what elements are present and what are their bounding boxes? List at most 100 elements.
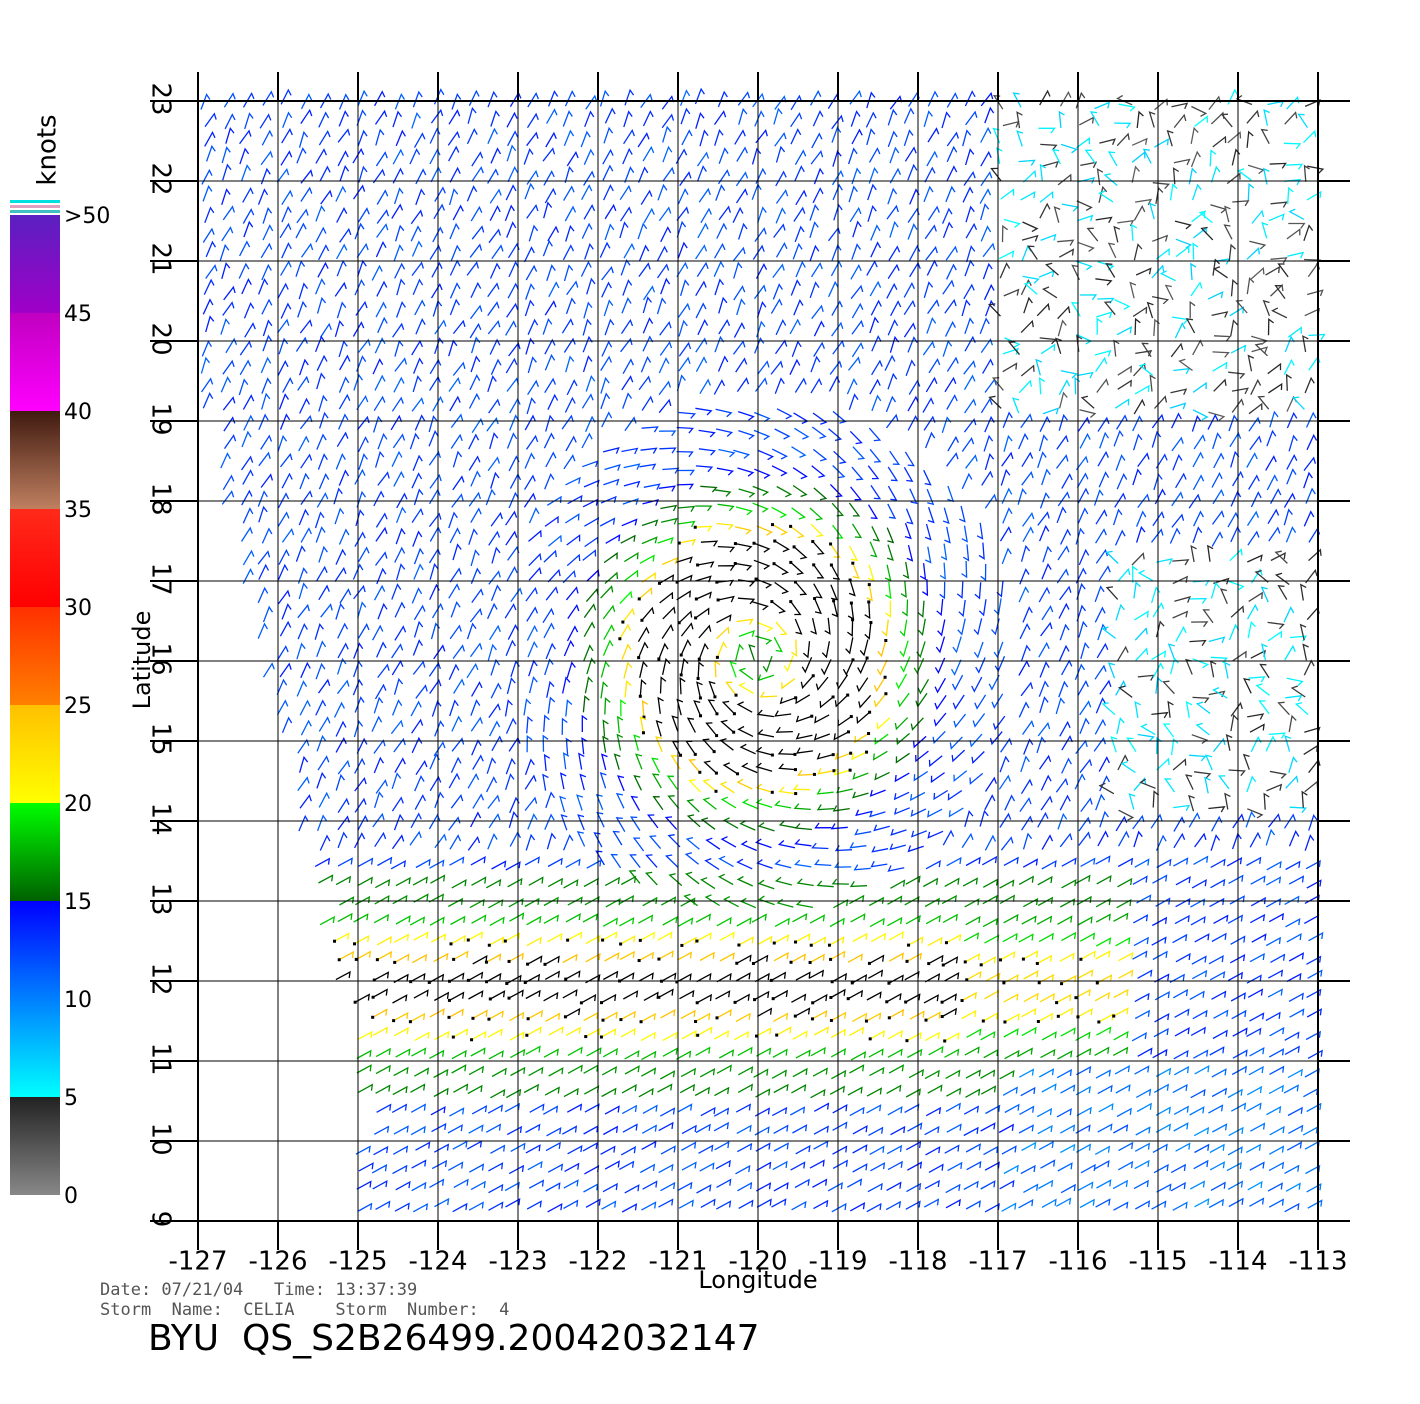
wind-barb (1167, 700, 1174, 718)
wind-barb (1231, 1065, 1248, 1076)
wind-barb (815, 676, 829, 691)
wind-barb (604, 223, 615, 241)
wind-barb (543, 1048, 559, 1058)
wind-barb (1041, 604, 1054, 621)
wind-barb (718, 1049, 735, 1059)
wind-barb (695, 1123, 711, 1134)
wind-barb (1174, 322, 1186, 339)
x-tick-label: -126 (248, 1247, 307, 1277)
wind-barb (319, 834, 331, 851)
wind-barb (947, 485, 955, 503)
wind-barb (1152, 950, 1168, 961)
wind-barb (469, 898, 485, 909)
wind-barb (542, 773, 549, 791)
wind-barb (772, 989, 789, 1000)
wind-barb (990, 167, 1002, 182)
wind-barb (1208, 411, 1226, 421)
wind-barb (449, 166, 461, 183)
wind-barb (1174, 596, 1191, 603)
wind-barb (660, 277, 671, 295)
wind-barb (604, 697, 611, 715)
wind-barb (1283, 508, 1293, 526)
wind-barb (1079, 932, 1096, 942)
wind-barb (985, 972, 1001, 982)
wind-barb (526, 606, 539, 622)
wind-dot (485, 980, 489, 984)
wind-barb (1059, 720, 1071, 737)
wind-barb (642, 335, 654, 352)
wind-barb (375, 151, 388, 167)
wind-barb (602, 735, 609, 753)
wind-barb (848, 393, 859, 411)
wind-barb (317, 678, 331, 694)
wind-barb (775, 241, 788, 258)
wind-barb (832, 465, 846, 479)
wind-barb (373, 971, 390, 981)
wind-barb (259, 113, 272, 129)
x-tick-label: -122 (568, 1247, 627, 1277)
wind-barb (1053, 206, 1061, 223)
wind-barb (982, 242, 996, 258)
wind-barb (449, 991, 465, 1001)
wind-barb (582, 1142, 598, 1152)
wind-barb (773, 223, 786, 238)
wind-barb (1151, 650, 1167, 661)
wind-barb (695, 337, 708, 353)
wind-barb (679, 677, 686, 695)
wind-barb (409, 432, 420, 450)
wind-barb (1039, 415, 1051, 432)
wind-barb (752, 92, 765, 108)
wind-barb (965, 1088, 981, 1098)
wind-barb (1195, 701, 1211, 715)
wind-barb (1267, 1182, 1283, 1192)
wind-barb (240, 526, 253, 542)
wind-barb (793, 412, 809, 425)
wind-barb (811, 842, 829, 850)
wind-barb (1247, 164, 1265, 175)
wind-barb (1211, 1068, 1227, 1078)
wind-barb (602, 1047, 619, 1058)
wind-barb (659, 1070, 676, 1080)
wind-dot (772, 562, 776, 566)
wind-barb (279, 620, 292, 637)
wind-barb (1038, 932, 1054, 943)
wind-barb (830, 1048, 847, 1058)
wind-barb (1250, 568, 1263, 584)
wind-barb (202, 298, 214, 315)
wind-barb (602, 1182, 618, 1193)
wind-barb (964, 90, 976, 107)
wind-barb (1059, 952, 1075, 962)
wind-barb (356, 1180, 372, 1190)
wind-barb (336, 259, 347, 277)
wind-barb (819, 696, 834, 709)
wind-barb (1038, 524, 1050, 542)
wind-barb (1040, 774, 1052, 791)
wind-dot (793, 580, 797, 584)
wind-barb (1277, 263, 1289, 278)
wind-barb (928, 755, 943, 768)
wind-barb (1194, 1065, 1210, 1075)
wind-barb (791, 993, 807, 1003)
wind-barb (869, 1066, 885, 1077)
wind-barb (491, 860, 507, 870)
wind-barb (508, 491, 520, 509)
wind-barb (755, 262, 768, 279)
wind-barb (1020, 191, 1036, 201)
wind-barb (1037, 875, 1053, 886)
wind-barb (924, 973, 941, 983)
wind-barb (528, 507, 540, 524)
wind-barb (980, 126, 992, 143)
wind-barb (487, 643, 497, 661)
wind-barb (963, 1126, 979, 1137)
wind-dot (526, 962, 530, 966)
wind-barb (357, 1202, 373, 1213)
wind-barb (913, 657, 925, 675)
wind-barb (718, 205, 732, 221)
wind-barb (317, 261, 329, 278)
wind-barb (585, 934, 601, 945)
wind-barb (392, 322, 405, 338)
wind-barb (353, 720, 364, 738)
wind-barb (855, 809, 872, 817)
wind-barb (793, 298, 804, 316)
wind-barb (545, 414, 555, 432)
